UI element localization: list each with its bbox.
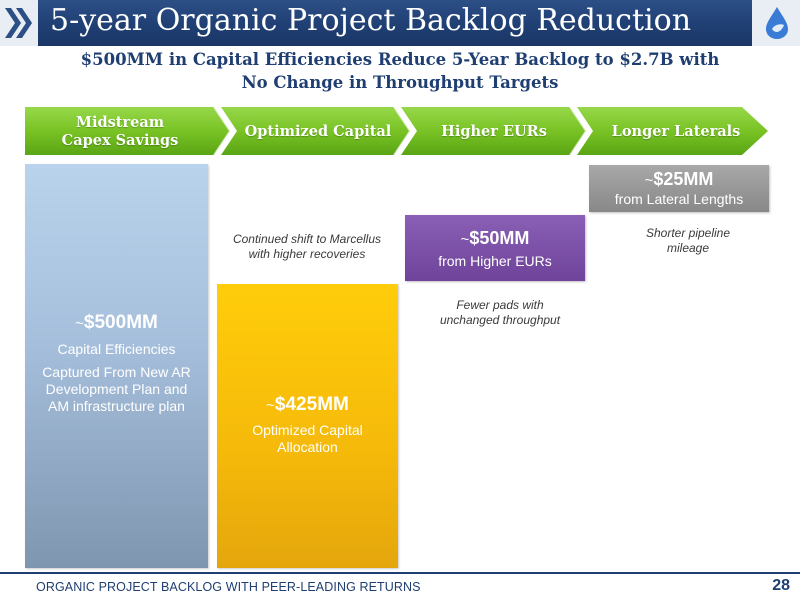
capital-efficiencies-box: ~$500MM Capital Efficiencies Captured Fr… — [25, 164, 208, 568]
amount-25mm: ~$25MM — [644, 169, 714, 189]
longer-laterals-label: from Lateral Lengths — [614, 191, 744, 207]
longer-laterals-note: Shorter pipeline mileage — [645, 226, 731, 255]
chevron-segment-eurs — [401, 107, 586, 155]
footer-divider — [0, 572, 800, 574]
capital-efficiencies-description: Captured From New AR Development Plan an… — [42, 364, 191, 414]
chevron-segment-midstream — [25, 107, 230, 155]
optimized-capital-note: Continued shift to Marcellus with higher… — [232, 232, 382, 261]
chevron-label-eurs: Higher EURs — [441, 123, 547, 140]
chevron-label-midstream: Midstream Capex Savings — [30, 114, 210, 150]
chevron-label-laterals: Longer Laterals — [611, 123, 741, 140]
chevron-segment-laterals — [577, 107, 768, 155]
amount-425mm: ~$425MM — [266, 394, 349, 415]
capital-efficiencies-label: Capital Efficiencies — [57, 341, 176, 357]
amount-50mm: ~$50MM — [460, 228, 530, 248]
subtitle-line-1: $500MM in Capital Efficiencies Reduce 5-… — [80, 50, 720, 69]
title-icon-block — [0, 0, 38, 46]
chevron-label-optimized: Optimized Capital — [244, 123, 392, 140]
chevron-label-line: Midstream — [75, 114, 165, 131]
page-number: 28 — [772, 577, 790, 594]
footer-tagline: ORGANIC PROJECT BACKLOG WITH PEER-LEADIN… — [36, 580, 421, 594]
chevron-segment-optimized — [221, 107, 410, 155]
chevron-label-line: Capex Savings — [61, 132, 179, 149]
higher-eurs-box: ~$50MM from Higher EURs — [405, 215, 585, 281]
title-bar: 5-year Organic Project Backlog Reduction — [0, 0, 800, 46]
higher-eurs-label: from Higher EURs — [438, 253, 552, 269]
amount-500mm: ~$500MM — [75, 312, 158, 333]
chevron-band — [25, 106, 768, 156]
water-drop-logo — [766, 7, 788, 39]
optimized-capital-label: Optimized Capital Allocation — [252, 422, 363, 455]
company-logo — [752, 0, 800, 46]
page-title: 5-year Organic Project Backlog Reduction — [50, 3, 692, 38]
longer-laterals-box: ~$25MM from Lateral Lengths — [589, 165, 769, 212]
double-chevron-icon — [5, 8, 32, 38]
slide-subtitle: $500MM in Capital Efficiencies Reduce 5-… — [0, 48, 800, 94]
higher-eurs-note: Fewer pads with unchanged throughput — [439, 298, 561, 327]
subtitle-line-2: No Change in Throughput Targets — [241, 73, 559, 92]
optimized-capital-box: ~$425MM Optimized Capital Allocation — [217, 284, 398, 568]
